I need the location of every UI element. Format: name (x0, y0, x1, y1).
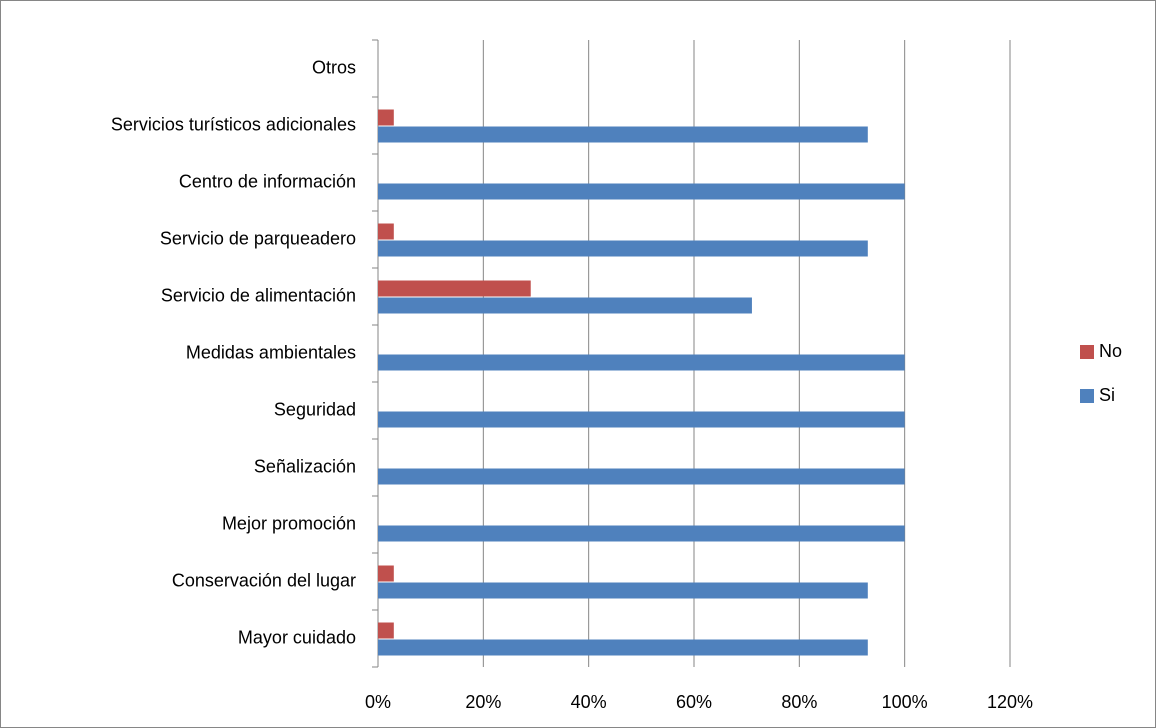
y-tick-label: Servicio de parqueadero (160, 228, 356, 248)
x-tick-label: 40% (571, 692, 607, 712)
bar (378, 639, 868, 656)
legend-label: No (1099, 341, 1122, 361)
bar (378, 280, 531, 297)
bar (378, 297, 752, 314)
y-tick-label: Servicio de alimentación (161, 285, 356, 305)
bar (378, 622, 394, 639)
y-tick-label: Seguridad (274, 399, 356, 419)
bar (378, 582, 868, 599)
x-tick-label: 20% (465, 692, 501, 712)
y-tick-label: Conservación del lugar (172, 570, 356, 590)
legend-label: Si (1099, 385, 1115, 405)
bar (378, 223, 394, 240)
legend-swatch (1080, 345, 1094, 359)
y-tick-label: Otros (312, 57, 356, 77)
bar (378, 468, 905, 485)
y-tick-label: Medidas ambientales (186, 342, 356, 362)
bar (378, 109, 394, 126)
bar (378, 183, 905, 200)
x-tick-label: 60% (676, 692, 712, 712)
x-tick-label: 80% (781, 692, 817, 712)
bar (378, 126, 868, 143)
y-tick-label: Mayor cuidado (238, 627, 356, 647)
bar (378, 565, 394, 582)
y-tick-label: Centro de información (179, 171, 356, 191)
y-tick-label: Servicios turísticos adicionales (111, 114, 356, 134)
bar (378, 354, 905, 371)
bar (378, 411, 905, 428)
x-tick-label: 100% (882, 692, 928, 712)
y-tick-label: Mejor promoción (222, 513, 356, 533)
bar (378, 525, 905, 542)
y-tick-label: Señalización (254, 456, 356, 476)
legend-swatch (1080, 389, 1094, 403)
bar (378, 240, 868, 257)
x-tick-label: 120% (987, 692, 1033, 712)
x-tick-label: 0% (365, 692, 391, 712)
